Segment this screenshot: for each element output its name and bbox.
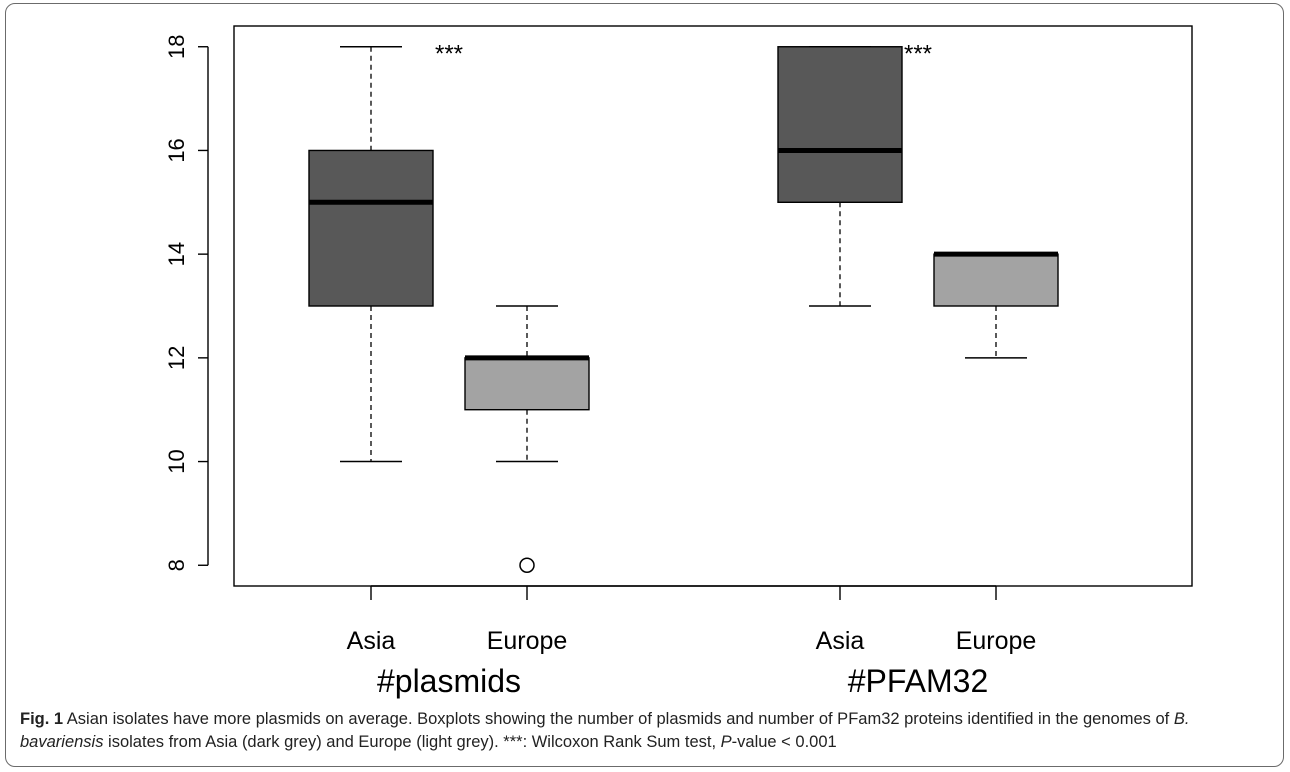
- boxes: *** ***: [308, 41, 1059, 574]
- caption-text-3: -value < 0.001: [731, 733, 837, 751]
- x-category-label: Europe: [487, 627, 568, 655]
- y-tick-label: 8: [164, 559, 189, 571]
- x-category-label: Asia: [816, 627, 865, 655]
- box-outlier: [519, 557, 535, 574]
- caption-p-italic: P: [720, 733, 732, 751]
- box-iqr: [464, 357, 590, 411]
- x-category-label: Europe: [956, 627, 1037, 655]
- significance-annotation: ***: [435, 41, 463, 68]
- y-tick-label: 14: [164, 242, 189, 266]
- x-category-label: Asia: [347, 627, 396, 655]
- caption-text-2: isolates from Asia (dark grey) and Europ…: [103, 733, 721, 751]
- y-tick-label: 12: [164, 346, 189, 370]
- y-tick-label: 10: [164, 449, 189, 473]
- significance-annotation: ***: [904, 41, 932, 68]
- y-tick-label: 16: [164, 138, 189, 162]
- caption-text-1: Asian isolates have more plasmids on ave…: [63, 710, 1174, 728]
- y-tick-label: 18: [164, 34, 189, 58]
- y-axis: 8 10 12 14 16 18: [164, 34, 209, 571]
- figure-caption: Fig. 1 Asian isolates have more plasmids…: [20, 708, 1270, 754]
- box-iqr: [308, 149, 434, 307]
- box-iqr: [777, 46, 903, 203]
- x-group-label: #PFAM32: [848, 663, 989, 699]
- caption-species: B. bavariensis: [20, 710, 1190, 751]
- box-iqr: [933, 253, 1059, 307]
- x-axis: Asia Europe #plasmids Asia Europe #PFAM32: [347, 585, 1037, 699]
- x-group-label: #plasmids: [377, 663, 521, 699]
- caption-fig-label: Fig. 1: [20, 710, 64, 728]
- figure-frame: [5, 3, 1284, 767]
